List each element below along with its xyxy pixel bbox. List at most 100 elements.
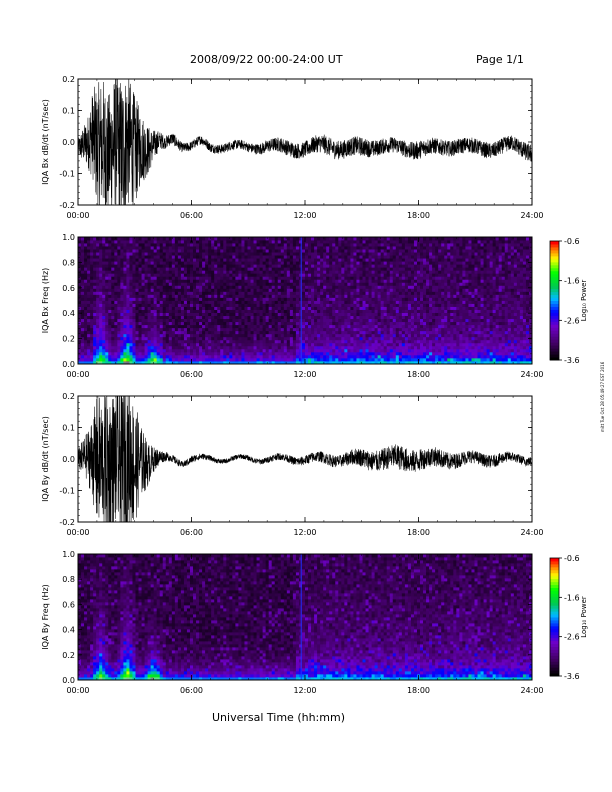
spectrogram-cell	[407, 243, 412, 247]
spectrogram-cell	[338, 294, 342, 298]
spectrogram-cell	[129, 252, 133, 256]
spectrogram-cell	[114, 261, 118, 265]
spectrogram-cell	[277, 306, 282, 310]
spectrogram-cell	[420, 252, 424, 256]
spectrogram-cell	[138, 279, 142, 283]
spectrogram-cell	[398, 348, 403, 353]
spectrogram-cell	[410, 300, 415, 304]
spectrogram-cell	[229, 321, 233, 326]
spectrogram-cell	[407, 333, 412, 338]
spectrogram-cell	[259, 297, 264, 301]
spectrogram-cell	[177, 288, 182, 292]
spectrogram-cell	[404, 315, 409, 320]
spectrogram-cell	[265, 333, 270, 338]
spectrogram-cell	[404, 258, 409, 262]
spectrogram-cell	[341, 342, 345, 347]
spectrogram-cell	[350, 291, 354, 295]
spectrogram-cell	[150, 339, 155, 344]
spectrogram-cell	[356, 306, 360, 310]
spectrogram-cell	[189, 249, 194, 253]
spectrogram-cell	[359, 342, 363, 347]
spectrogram-cell	[426, 336, 430, 341]
spectrogram-cell	[377, 258, 382, 262]
spectrogram-cell	[159, 312, 164, 317]
spectrogram-cell	[108, 288, 112, 292]
spectrogram-cell	[126, 291, 130, 295]
spectrogram-cell	[211, 243, 215, 247]
spectrogram-cell	[368, 351, 372, 356]
spectrogram-cell	[344, 333, 348, 338]
spectrogram-cell	[323, 288, 327, 292]
spectrogram-cell	[407, 321, 412, 326]
spectrogram-cell	[350, 270, 354, 274]
spectrogram-cell	[380, 264, 385, 268]
spectrogram-cell	[323, 276, 327, 280]
spectrogram-cell	[401, 348, 406, 353]
spectrogram-cell	[283, 321, 288, 326]
spectrogram-cell	[332, 252, 336, 256]
spectrogram-cell	[377, 237, 382, 241]
spectrogram-cell	[317, 321, 321, 326]
spectrogram-cell	[211, 267, 215, 271]
spectrogram-cell	[311, 294, 315, 298]
spectrogram-cell	[235, 312, 239, 317]
spectrogram-cell	[199, 240, 203, 244]
spectrogram-cell	[277, 327, 282, 332]
spectrogram-cell	[226, 303, 230, 307]
spectrogram-cell	[208, 318, 212, 323]
spectrogram-cell	[395, 237, 400, 241]
spectrogram-cell	[144, 303, 149, 307]
spectrogram-cell	[189, 309, 194, 313]
spectrogram-cell	[323, 246, 327, 250]
spectrogram-cell	[253, 297, 257, 301]
spectrogram-cell	[226, 255, 230, 259]
spectrogram-cell	[323, 348, 327, 353]
spectrogram-cell	[374, 282, 379, 286]
spectrogram-cell	[183, 312, 188, 317]
spectrogram-cell	[329, 237, 333, 241]
spectrogram-cell	[93, 249, 97, 253]
spectrogram-cell	[186, 273, 191, 277]
spectrogram-cell	[356, 312, 360, 317]
spectrogram-cell	[132, 261, 136, 265]
spectrogram-cell	[196, 339, 200, 344]
spectrogram-cell	[344, 315, 348, 320]
spectrogram-cell	[205, 282, 209, 286]
spectrogram-cell	[220, 300, 224, 304]
spectrogram-cell	[344, 342, 348, 347]
spectrogram-cell	[214, 252, 218, 256]
spectrogram-cell	[186, 300, 191, 304]
spectrogram-cell	[90, 342, 94, 347]
spectrogram-cell	[308, 339, 312, 344]
spectrogram-cell	[320, 303, 324, 307]
spectrogram-cell	[283, 294, 288, 298]
spectrogram-cell	[147, 315, 152, 320]
spectrogram-cell	[196, 327, 200, 332]
spectrogram-cell	[377, 273, 382, 277]
spectrogram-cell	[395, 282, 400, 286]
spectrogram-cell	[341, 297, 345, 301]
spectrogram-cell	[108, 312, 112, 317]
spectrogram-cell	[314, 285, 318, 289]
spectrogram-cell	[274, 354, 279, 359]
spectrogram-cell	[102, 237, 106, 241]
spectrogram-cell	[244, 240, 248, 244]
spectrogram-cell	[199, 309, 203, 313]
spectrogram-cell	[180, 282, 185, 286]
spectrogram-cell	[220, 321, 224, 326]
spectrogram-cell	[135, 348, 139, 353]
spectrogram-cell	[280, 342, 285, 347]
spectrogram-cell	[235, 351, 239, 356]
spectrogram-cell	[111, 351, 115, 356]
spectrogram-cell	[371, 261, 376, 265]
spectrogram-cell	[250, 258, 254, 262]
spectrogram-cell	[90, 339, 94, 344]
spectrogram-cell	[129, 354, 133, 359]
spectrogram-cell	[186, 291, 191, 295]
spectrogram-cell	[259, 282, 264, 286]
spectrogram-cell	[250, 345, 254, 350]
spectrogram-cell	[114, 342, 118, 347]
spectrogram-cell	[259, 333, 264, 338]
spectrogram-cell	[368, 279, 372, 283]
spectrogram-cell	[320, 309, 324, 313]
